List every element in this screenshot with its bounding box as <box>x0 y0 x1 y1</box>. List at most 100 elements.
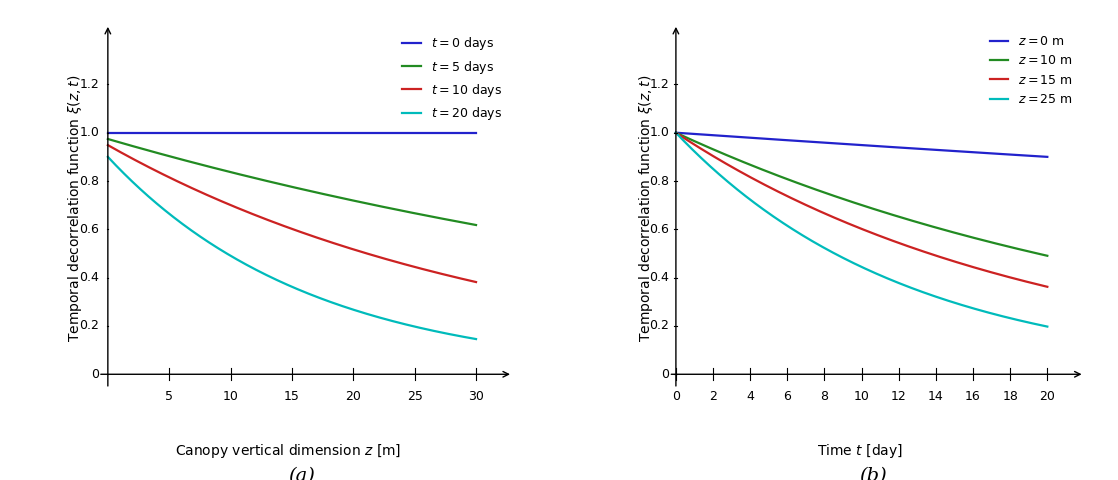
$z = 15$ m <box>1041 284 1054 289</box>
$t = 20$ days <box>461 335 474 340</box>
$z = 10$ m <box>870 207 883 213</box>
$z = 0$ m <box>1041 154 1054 160</box>
Legend: $t = 0$ days, $t = 5$ days, $t = 10$ days, $t = 20$ days: $t = 0$ days, $t = 5$ days, $t = 10$ day… <box>397 30 506 127</box>
Line: $z = 25$ m: $z = 25$ m <box>676 132 1048 326</box>
Text: 0: 0 <box>662 368 670 381</box>
$z = 25$ m <box>974 308 987 313</box>
Text: Canopy vertical dimension $z$ [m]: Canopy vertical dimension $z$ [m] <box>176 442 401 460</box>
Text: 16: 16 <box>965 390 980 403</box>
Text: 18: 18 <box>1002 390 1018 403</box>
Text: 20: 20 <box>345 390 361 403</box>
$t = 5$ days <box>461 220 474 226</box>
Text: 6: 6 <box>784 390 792 403</box>
Text: 1.0: 1.0 <box>650 126 670 139</box>
Y-axis label: Temporal decorrelation function $\xi(z,t)$: Temporal decorrelation function $\xi(z,t… <box>637 75 655 342</box>
$t = 5$ days <box>402 209 416 215</box>
Line: $t = 10$ days: $t = 10$ days <box>107 145 476 282</box>
$t = 20$ days <box>278 281 292 287</box>
$z = 10$ m <box>1041 253 1054 259</box>
$t = 5$ days <box>301 188 314 193</box>
$t = 0$ days <box>320 130 333 135</box>
$z = 15$ m <box>1032 282 1045 288</box>
Y-axis label: Temporal decorrelation function $\xi(z,t)$: Temporal decorrelation function $\xi(z,t… <box>66 75 84 342</box>
$z = 15$ m <box>890 240 903 245</box>
Text: 1.2: 1.2 <box>650 78 670 91</box>
Text: 0.6: 0.6 <box>79 223 100 236</box>
$z = 25$ m <box>670 130 683 135</box>
Line: $t = 20$ days: $t = 20$ days <box>107 157 476 339</box>
$t = 20$ days <box>301 290 314 296</box>
$z = 0$ m <box>870 143 883 149</box>
Text: 15: 15 <box>284 390 300 403</box>
Text: 0.2: 0.2 <box>79 320 100 333</box>
Text: 25: 25 <box>407 390 423 403</box>
Text: 14: 14 <box>928 390 944 403</box>
$t = 20$ days <box>470 336 483 342</box>
Text: 5: 5 <box>165 390 173 403</box>
$t = 20$ days <box>320 298 333 303</box>
Text: (a): (a) <box>287 468 314 480</box>
$z = 0$ m <box>974 150 987 156</box>
$z = 25$ m <box>890 279 903 285</box>
Text: 10: 10 <box>854 390 870 403</box>
$t = 20$ days <box>101 154 114 160</box>
$z = 15$ m <box>870 232 883 238</box>
$t = 20$ days <box>276 280 290 286</box>
Text: 2: 2 <box>709 390 717 403</box>
$z = 10$ m <box>670 130 683 135</box>
$t = 5$ days <box>320 192 333 198</box>
$t = 5$ days <box>470 222 483 228</box>
Line: $z = 0$ m: $z = 0$ m <box>676 132 1048 157</box>
$z = 0$ m <box>890 144 903 150</box>
$z = 15$ m <box>845 222 859 228</box>
Text: 10: 10 <box>222 390 238 403</box>
$z = 0$ m <box>847 142 861 147</box>
$t = 0$ days <box>101 130 114 135</box>
Legend: $z = 0$ m, $z = 10$ m, $z = 15$ m, $z = 25$ m: $z = 0$ m, $z = 10$ m, $z = 15$ m, $z = … <box>985 30 1078 111</box>
Text: 12: 12 <box>891 390 907 403</box>
Text: (b): (b) <box>859 468 887 480</box>
$z = 25$ m <box>870 271 883 277</box>
Text: 0: 0 <box>92 368 100 381</box>
$z = 25$ m <box>845 260 859 265</box>
$z = 10$ m <box>1032 251 1045 257</box>
$t = 0$ days <box>276 130 290 135</box>
Text: 8: 8 <box>821 390 828 403</box>
Line: $t = 5$ days: $t = 5$ days <box>107 139 476 225</box>
Text: 4: 4 <box>746 390 755 403</box>
Text: 0.6: 0.6 <box>650 223 670 236</box>
$z = 15$ m <box>974 266 987 272</box>
$t = 10$ days <box>278 224 292 229</box>
$z = 10$ m <box>974 237 987 242</box>
$t = 10$ days <box>320 238 333 244</box>
Text: 0: 0 <box>672 390 680 403</box>
$t = 10$ days <box>461 277 474 283</box>
Line: $z = 10$ m: $z = 10$ m <box>676 132 1048 256</box>
$z = 25$ m <box>1032 322 1045 327</box>
$t = 0$ days <box>278 130 292 135</box>
Text: 0.4: 0.4 <box>79 271 100 284</box>
Text: 0.8: 0.8 <box>79 175 100 188</box>
$z = 0$ m <box>670 130 683 135</box>
$t = 0$ days <box>470 130 483 135</box>
Line: $z = 15$ m: $z = 15$ m <box>676 132 1048 287</box>
$z = 25$ m <box>1041 324 1054 329</box>
$z = 0$ m <box>1032 154 1045 159</box>
$t = 0$ days <box>301 130 314 135</box>
$z = 10$ m <box>890 213 903 219</box>
$t = 5$ days <box>101 136 114 142</box>
Text: 20: 20 <box>1040 390 1055 403</box>
Text: 0.8: 0.8 <box>650 175 670 188</box>
$z = 10$ m <box>847 200 861 205</box>
$t = 5$ days <box>278 182 292 188</box>
Text: 1.2: 1.2 <box>79 78 100 91</box>
Text: 0.4: 0.4 <box>650 271 670 284</box>
$t = 10$ days <box>402 263 416 268</box>
Text: 1.0: 1.0 <box>79 126 100 139</box>
$t = 10$ days <box>276 223 290 228</box>
$t = 20$ days <box>402 323 416 328</box>
$t = 0$ days <box>402 130 416 135</box>
$t = 10$ days <box>470 279 483 285</box>
$z = 10$ m <box>845 199 859 205</box>
$t = 0$ days <box>461 130 474 135</box>
